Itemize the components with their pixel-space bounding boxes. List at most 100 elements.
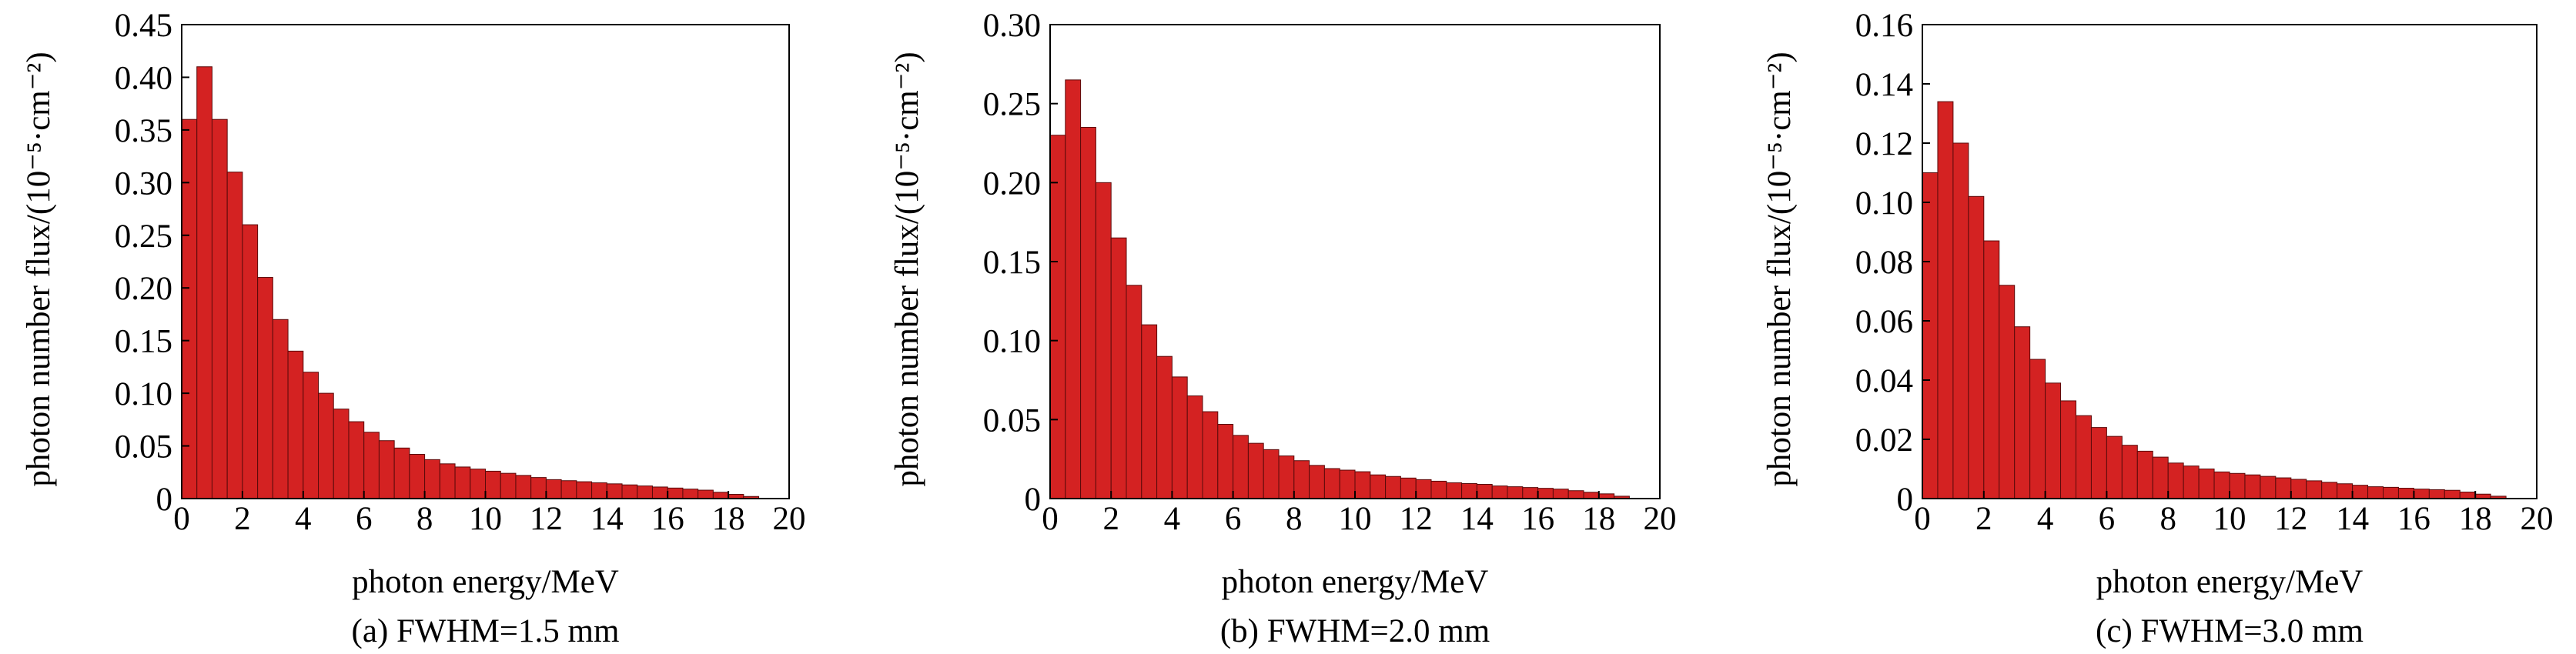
x-axis-label: photon energy/MeV: [2096, 564, 2364, 600]
caption: (b) FWHM=2.0 mm: [1220, 613, 1490, 649]
bar: [560, 480, 577, 499]
bar: [2152, 456, 2169, 499]
bar: [576, 481, 593, 499]
bar: [2352, 485, 2369, 499]
y-tick-label: 0.25: [983, 87, 1041, 123]
bar: [393, 447, 410, 499]
x-tick-label: 16: [651, 501, 684, 537]
y-tick-label: 0: [156, 482, 173, 518]
x-tick-label: 14: [590, 501, 624, 537]
bar: [2459, 492, 2476, 499]
bar: [1491, 485, 1508, 499]
y-tick-label: 0.25: [115, 219, 172, 255]
x-tick-label: 8: [417, 501, 433, 537]
y-axis-label: photon number flux/(10⁻⁵·cm⁻²): [889, 52, 925, 486]
bar: [1567, 490, 1584, 499]
x-tick-label: 6: [356, 501, 373, 537]
bar: [2121, 445, 2138, 499]
x-tick-label: 8: [1286, 501, 1303, 537]
bar: [712, 492, 729, 499]
bar: [1385, 475, 1401, 499]
x-tick-label: 4: [295, 501, 312, 537]
bar: [2167, 462, 2184, 499]
bar: [1999, 285, 2016, 499]
bar: [242, 224, 259, 499]
bar: [454, 466, 471, 499]
x-tick-label: 2: [1975, 501, 1992, 537]
x-tick-label: 4: [2037, 501, 2054, 537]
bar: [2229, 472, 2246, 499]
bar: [2306, 480, 2323, 499]
x-tick-label: 12: [2274, 501, 2307, 537]
bar: [515, 475, 532, 499]
bar: [591, 482, 607, 499]
bar: [2244, 474, 2261, 499]
bar: [2045, 382, 2062, 499]
bar: [1446, 482, 1463, 499]
bar: [333, 409, 350, 499]
x-tick-label: 2: [234, 501, 251, 537]
bar: [226, 172, 243, 499]
bar: [378, 440, 395, 499]
bar: [2213, 471, 2230, 499]
bar: [1968, 195, 1985, 499]
x-tick-label: 0: [1914, 501, 1931, 537]
bar: [2060, 400, 2077, 499]
y-axis-label: photon number flux/(10⁻⁵·cm⁻²): [1761, 52, 1798, 486]
bar: [1922, 172, 1939, 499]
bar: [530, 477, 547, 499]
bar: [211, 118, 228, 499]
bar: [667, 487, 684, 499]
bar: [1110, 237, 1127, 499]
bar: [545, 479, 562, 499]
bar: [1293, 460, 1310, 499]
bar: [272, 319, 289, 499]
y-tick-label: 0.14: [1855, 67, 1913, 103]
x-tick-label: 6: [1225, 501, 1242, 537]
y-axis-label: photon number flux/(10⁻⁵·cm⁻²): [21, 52, 57, 486]
bar: [1354, 471, 1371, 499]
bar: [2413, 489, 2430, 499]
bar: [318, 392, 334, 499]
y-tick-label: 0.40: [115, 60, 172, 96]
bar: [1583, 492, 1600, 499]
bar: [1400, 477, 1417, 499]
x-tick-label: 4: [1164, 501, 1181, 537]
bar: [1323, 468, 1340, 499]
bar: [2290, 479, 2307, 499]
bar: [651, 486, 668, 499]
y-tick-label: 0.15: [983, 245, 1041, 281]
bar: [2260, 475, 2277, 499]
x-tick-label: 0: [1042, 501, 1059, 537]
y-tick-label: 0.05: [983, 402, 1041, 439]
x-axis-label: photon energy/MeV: [352, 564, 619, 600]
y-tick-label: 0.04: [1855, 363, 1913, 399]
x-tick-label: 12: [1400, 501, 1433, 537]
bar: [1552, 489, 1569, 499]
bar: [1263, 449, 1280, 499]
bar: [1049, 135, 1066, 499]
y-tick-label: 0: [1897, 482, 1914, 518]
bar: [424, 459, 440, 499]
bar: [2014, 326, 2031, 499]
y-tick-label: 0.06: [1855, 304, 1913, 340]
bar: [1309, 465, 1325, 499]
y-tick-label: 0.35: [115, 113, 172, 149]
y-tick-label: 0.20: [115, 271, 172, 307]
y-tick-label: 0.30: [983, 8, 1041, 44]
bar: [1278, 455, 1295, 499]
y-tick-label: 0.12: [1855, 126, 1913, 162]
bar: [303, 372, 319, 499]
y-tick-label: 0.10: [1855, 185, 1913, 222]
bar: [363, 432, 380, 499]
bar: [1476, 484, 1493, 499]
x-tick-label: 10: [469, 501, 502, 537]
bar: [1065, 79, 1082, 499]
caption: (c) FWHM=3.0 mm: [2096, 613, 2364, 649]
bar: [1247, 442, 1264, 499]
bar: [439, 463, 456, 499]
x-tick-label: 16: [2397, 501, 2430, 537]
bar: [1202, 411, 1219, 499]
x-tick-label: 18: [2459, 501, 2492, 537]
